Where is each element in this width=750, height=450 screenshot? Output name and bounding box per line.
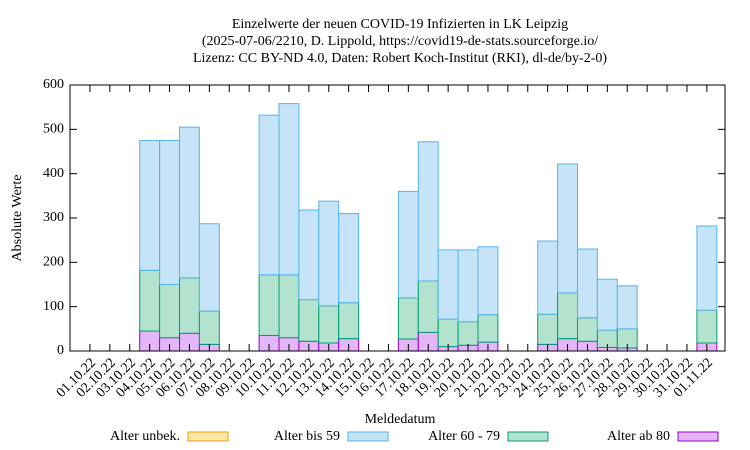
bar-segment (477, 246, 499, 316)
legend-label: Alter 60 - 79 (428, 429, 500, 444)
bar-segment (417, 141, 439, 282)
legend-label: Alter ab 80 (607, 429, 670, 444)
bar-segment (159, 284, 181, 339)
bar-segment (298, 299, 320, 342)
legend-label: Alter unbek. (110, 429, 180, 444)
bar-segment (139, 139, 161, 271)
bar-segment (338, 302, 360, 340)
bar-segment (417, 280, 439, 333)
bar-segment (179, 277, 200, 334)
bar-segment (258, 274, 280, 336)
bar-segment (457, 249, 479, 323)
bar-segment (198, 310, 220, 345)
y-tick-label: 200 (43, 255, 64, 270)
y-tick-label: 400 (43, 166, 64, 181)
bar-segment (159, 139, 181, 285)
bar-segment (696, 225, 718, 311)
y-tick-label: 300 (43, 210, 64, 225)
bar-segment (318, 305, 340, 344)
y-tick-label: 100 (43, 299, 64, 314)
bar-segment (397, 190, 419, 299)
bar-segment (537, 313, 559, 345)
bar-segment (557, 292, 578, 340)
legend-swatch (507, 431, 549, 442)
y-tick-label: 0 (57, 343, 64, 358)
bar-segment (298, 209, 320, 301)
bar-segment (338, 213, 360, 304)
bar-segment (278, 103, 300, 276)
bar-segment (696, 309, 718, 344)
bar-segment (278, 274, 300, 339)
chart-title: (2025-07-06/2210, D. Lippold, https://co… (202, 34, 598, 49)
bar-segment (477, 314, 499, 343)
bar-segment (437, 249, 459, 320)
bar-segment (577, 317, 598, 342)
legend-swatch (347, 431, 389, 442)
legend-swatch (187, 431, 229, 442)
bar-segment (596, 278, 618, 331)
bar-segment (616, 285, 638, 330)
bar-segment (258, 114, 280, 276)
x-axis-label: Meldedatum (365, 412, 436, 427)
y-axis-label: Absolute Werte (10, 175, 25, 262)
bar-segment (437, 318, 459, 348)
y-tick-label: 600 (43, 77, 64, 92)
bar-segment (557, 163, 578, 294)
legend-label: Alter bis 59 (274, 429, 340, 444)
chart-title: Einzelwerte der neuen COVID-19 Infiziert… (232, 17, 568, 32)
bar-segment (397, 297, 419, 340)
bar-segment (537, 240, 559, 315)
bar-segment (457, 321, 479, 346)
bar-segment (198, 223, 220, 312)
bar-segment (577, 248, 598, 319)
bar-segment (179, 126, 200, 279)
legend-swatch (677, 431, 719, 442)
bar-segment (139, 269, 161, 332)
y-tick-label: 500 (43, 122, 64, 137)
chart-title: Lizenz: CC BY-ND 4.0, Daten: Robert Koch… (193, 51, 607, 66)
bar-segment (318, 200, 340, 307)
